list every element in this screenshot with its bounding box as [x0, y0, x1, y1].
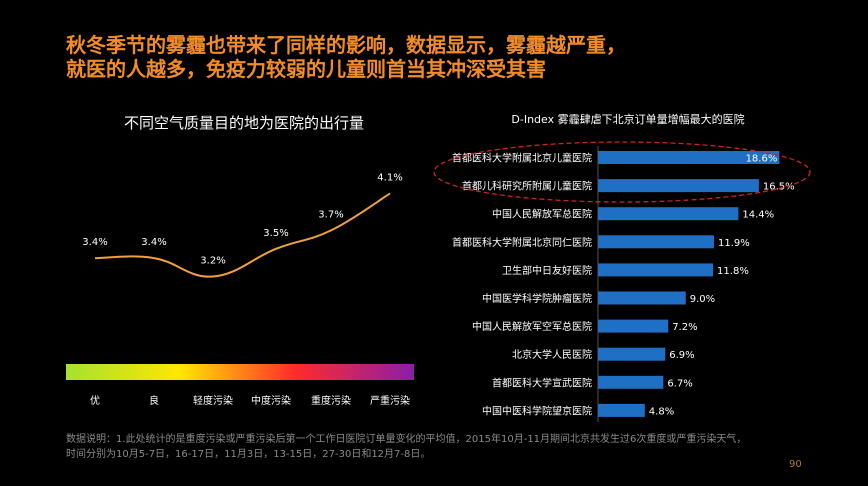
- aqi-category-label: 优: [90, 394, 100, 407]
- bar-value-label: 18.6%: [746, 154, 778, 165]
- line-value-label: 3.4%: [141, 237, 166, 248]
- bar-category-label: 首都医科大学附属北京同仁医院: [452, 236, 592, 249]
- aqi-category-label: 重度污染: [311, 394, 351, 407]
- line-value-label: 3.5%: [263, 228, 288, 239]
- bar-value-label: 16.5%: [763, 182, 795, 193]
- line-chart: 不同空气质量目的地为医院的出行量 3.4% 3.4% 3.2% 3.5% 3.7% 4.1…: [66, 114, 414, 407]
- bar-category-label: 首都医科大学附属北京儿童医院: [452, 152, 592, 165]
- bar-chart: D-Index 雾霾肆虐下北京订单量增幅最大的医院 18.6% 首都医科大学附属北…: [433, 112, 811, 422]
- bar: [598, 179, 759, 193]
- line-value-label: 3.7%: [318, 209, 343, 220]
- bar-value-label: 6.7%: [667, 378, 692, 389]
- bar-value-label: 4.8%: [649, 406, 674, 417]
- bar-category-label: 中国人民解放军总医院: [492, 208, 592, 221]
- bar: [598, 207, 739, 221]
- bar-category-label: 北京大学人民医院: [512, 348, 592, 361]
- headline-line-1: 秋冬季节的雾霾也带来了同样的影响，数据显示，雾霾越严重，: [66, 33, 626, 57]
- data-note-line-1: 数据说明：1.此处统计的是重度污染或严重污染后第一个工作日医院订单量变化的平均值…: [66, 434, 747, 445]
- bar-chart-title: D-Index 雾霾肆虐下北京订单量增幅最大的医院: [511, 112, 744, 126]
- bar-category-label: 中国中医科学院望京医院: [482, 404, 592, 417]
- bar: [598, 347, 666, 361]
- bar-value-label: 11.9%: [718, 238, 750, 249]
- aqi-category-label: 严重污染: [370, 394, 410, 407]
- aqi-gradient-bar: [66, 364, 414, 380]
- page-number: 90: [789, 459, 802, 470]
- bar-category-label: 中国人民解放军空军总医院: [472, 320, 592, 333]
- bar-value-label: 9.0%: [690, 294, 715, 305]
- bar: [598, 319, 669, 333]
- bar-category-label: 中国医学科学院肿瘤医院: [482, 292, 592, 305]
- headline-line-2: 就医的人越多，免疫力较弱的儿童则首当其冲深受其害: [66, 57, 546, 81]
- bar: [598, 291, 686, 305]
- bar: [598, 263, 714, 277]
- aqi-category-label: 良: [149, 394, 159, 407]
- bar-value-label: 14.4%: [742, 210, 774, 221]
- bar-category-label: 首都儿科研究所附属儿童医院: [462, 180, 592, 193]
- bar-category-label: 首都医科大学宣武医院: [492, 376, 592, 389]
- bar-value-label: 7.2%: [672, 322, 697, 333]
- bar-category-label: 卫生部中日友好医院: [502, 264, 592, 277]
- line-value-label: 4.1%: [377, 172, 402, 183]
- bar-value-label: 11.8%: [717, 266, 749, 277]
- line-value-label: 3.4%: [82, 237, 107, 248]
- line-value-label: 3.2%: [200, 256, 225, 267]
- line-chart-title: 不同空气质量目的地为医院的出行量: [124, 114, 364, 132]
- highlight-ellipse: [433, 141, 811, 203]
- bar-value-label: 6.9%: [669, 350, 694, 361]
- data-note-line-2: 时间分别为10月5-7日，16-17日，11月3日，13-15日，27-30日和…: [66, 449, 431, 460]
- bar: [598, 151, 780, 164]
- bar: [598, 403, 645, 417]
- aqi-category-label: 轻度污染: [193, 394, 233, 407]
- trend-line: [94, 192, 391, 278]
- data-note: 数据说明：1.此处统计的是重度污染或严重污染后第一个工作日医院订单量变化的平均值…: [66, 432, 826, 462]
- aqi-category-label: 中度污染: [251, 394, 291, 407]
- bar: [598, 235, 715, 249]
- bar: [598, 375, 664, 389]
- headline: 秋冬季节的雾霾也带来了同样的影响，数据显示，雾霾越严重， 就医的人越多，免疫力较…: [66, 33, 846, 81]
